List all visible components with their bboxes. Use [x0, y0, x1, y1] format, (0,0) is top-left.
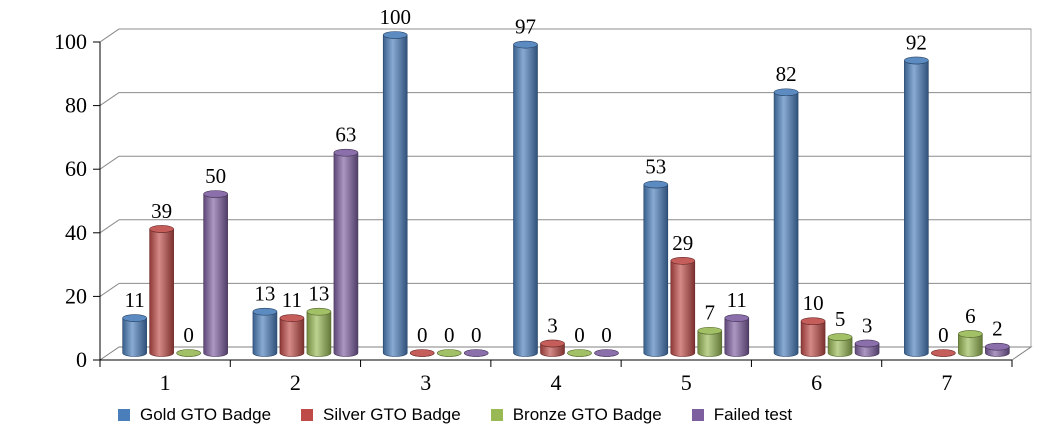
bar — [904, 56, 929, 357]
bars — [122, 31, 1010, 357]
bar — [203, 190, 228, 357]
bar — [931, 349, 956, 357]
data-label: 0 — [183, 323, 194, 347]
y-axis: 0 20 40 60 80 100 — [54, 29, 101, 372]
bar — [670, 256, 696, 357]
data-label: 3 — [862, 313, 873, 337]
data-label: 7 — [705, 301, 716, 325]
legend-label: Bronze GTO Badge — [512, 405, 662, 424]
x-tick-label: 7 — [941, 370, 952, 395]
data-label: 82 — [776, 62, 797, 86]
data-label: 0 — [471, 323, 482, 347]
data-label: 10 — [803, 291, 824, 315]
bar — [643, 180, 669, 357]
bar — [800, 317, 826, 357]
bar — [724, 314, 750, 357]
bar — [985, 342, 1010, 357]
x-tick-label: 1 — [160, 370, 171, 395]
x-tick-label: 5 — [681, 370, 692, 395]
bar — [854, 339, 880, 357]
data-label: 0 — [444, 323, 455, 347]
bar — [540, 339, 565, 357]
legend-swatch — [118, 409, 130, 421]
data-label: 39 — [151, 199, 172, 223]
data-label: 0 — [938, 323, 949, 347]
gridline-side — [99, 92, 120, 107]
y-tick-label: 40 — [65, 220, 87, 245]
data-label: 11 — [125, 288, 145, 312]
y-tick-label: 0 — [76, 347, 87, 372]
data-label: 2 — [992, 317, 1003, 341]
bar — [436, 349, 462, 357]
data-label: 100 — [379, 5, 411, 29]
legend-label: Silver GTO Badge — [323, 405, 461, 424]
legend-item: Bronze GTO Badge — [490, 405, 662, 425]
back-wall — [99, 28, 1032, 347]
data-label: 0 — [574, 323, 585, 347]
data-label: 0 — [417, 323, 428, 347]
data-label: 13 — [254, 282, 275, 306]
legend-item: Gold GTO Badge — [118, 405, 271, 425]
bar — [567, 349, 592, 357]
gridline-side — [99, 28, 120, 43]
data-label: 11 — [727, 288, 747, 312]
bar — [594, 349, 619, 357]
legend-label: Failed test — [713, 405, 793, 424]
bar — [958, 330, 983, 357]
data-label: 53 — [645, 154, 666, 178]
data-label: 0 — [601, 323, 612, 347]
bar — [176, 349, 201, 357]
data-label: 13 — [308, 282, 329, 306]
y-tick-label: 100 — [54, 29, 87, 54]
bar — [827, 333, 853, 357]
y-tick-label: 60 — [65, 156, 87, 181]
x-tick-label: 4 — [551, 370, 562, 395]
plot-walls — [98, 28, 1033, 361]
floor — [98, 346, 1033, 361]
gridline-side — [99, 282, 120, 297]
data-label: 63 — [335, 123, 356, 147]
x-tick-label: 6 — [811, 370, 822, 395]
legend-swatch — [490, 409, 503, 421]
data-label: 3 — [547, 313, 558, 337]
x-tick-label: 3 — [420, 370, 431, 395]
legend-item: Failed test — [691, 405, 793, 425]
data-label: 11 — [282, 288, 302, 312]
legend-swatch — [301, 409, 314, 421]
gridline-side — [99, 219, 120, 234]
data-label: 29 — [672, 231, 693, 255]
bar — [122, 314, 147, 357]
bar — [306, 307, 332, 357]
bar — [697, 326, 723, 357]
x-axis: 1 2 3 4 5 6 7 — [99, 359, 1013, 395]
data-label: 50 — [205, 164, 226, 188]
bar — [149, 225, 174, 357]
legend-swatch — [691, 409, 704, 421]
data-label: 92 — [906, 30, 927, 54]
bar — [513, 40, 538, 357]
bar — [463, 349, 489, 357]
bar — [252, 307, 278, 357]
gridline-side — [99, 155, 120, 170]
bar — [409, 349, 435, 357]
data-label: 5 — [835, 307, 846, 331]
bar — [279, 314, 305, 357]
bar — [333, 148, 359, 357]
bar — [382, 31, 408, 357]
data-label: 97 — [515, 15, 536, 39]
y-tick-label: 80 — [65, 93, 87, 118]
y-tick-label: 20 — [65, 283, 87, 308]
x-tick-label: 2 — [290, 370, 301, 395]
data-label: 6 — [965, 304, 976, 328]
legend: Gold GTO Badge Silver GTO Badge Bronze GTO… — [118, 402, 1018, 428]
legend-label: Gold GTO Badge — [140, 405, 272, 424]
gridlines — [99, 28, 1031, 297]
legend-item: Silver GTO Badge — [301, 405, 461, 425]
bar — [773, 88, 799, 357]
